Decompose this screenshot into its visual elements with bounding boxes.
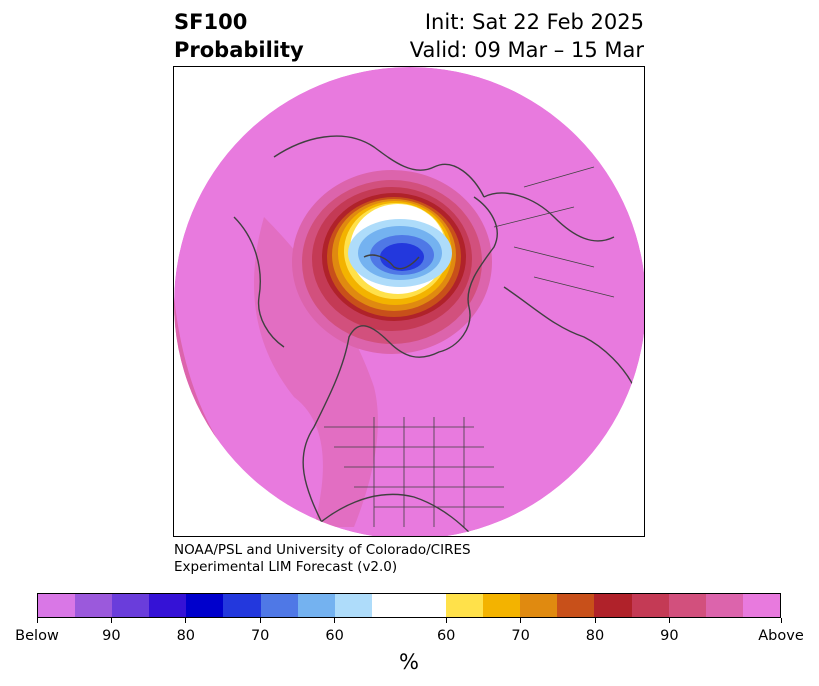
colorbar-segment <box>520 594 558 617</box>
probability-map <box>174 67 644 536</box>
map-panel <box>173 66 645 537</box>
colorbar-segment <box>446 594 484 617</box>
colorbar-tick <box>185 618 187 623</box>
colorbar-segment <box>149 594 187 617</box>
ring-13 <box>380 243 424 271</box>
valid-range: Valid: 09 Mar – 15 Mar <box>409 38 644 62</box>
colorbar-segment <box>297 594 335 617</box>
colorbar-segment <box>75 594 113 617</box>
colorbar-segment <box>186 594 224 617</box>
colorbar-segment <box>594 594 632 617</box>
colorbar-segment <box>705 594 743 617</box>
colorbar-segment <box>223 594 261 617</box>
colorbar-tick-label: Above <box>758 628 804 644</box>
colorbar-tick-label: 70 <box>511 628 530 644</box>
borders <box>324 166 615 527</box>
colorbar-segment <box>742 594 780 617</box>
credit-line-2: Experimental LIM Forecast (v2.0) <box>174 559 398 575</box>
colorbar-segment <box>557 594 595 617</box>
colorbar-tick-label: 70 <box>250 628 270 644</box>
colorbar-tick-label: 60 <box>436 628 456 644</box>
variable-name: SF100 <box>174 10 248 34</box>
colorbar-segment <box>631 594 669 617</box>
colorbar-tick-label: Below <box>15 628 59 644</box>
colorbar-tick <box>668 618 670 623</box>
variable-type: Probability <box>174 38 304 62</box>
colorbar-tick <box>445 618 447 623</box>
init-date: Init: Sat 22 Feb 2025 <box>424 10 644 34</box>
colorbar-segment <box>371 594 447 617</box>
title-right: Init: Sat 22 Feb 2025 Valid: 09 Mar – 15… <box>410 8 644 64</box>
colorbar-tick <box>259 618 261 623</box>
colorbar-segment <box>334 594 372 617</box>
colorbar-tick <box>334 618 336 623</box>
colorbar-tick <box>36 618 38 623</box>
colorbar-unit: % <box>399 650 419 674</box>
colorbar-tick <box>780 618 782 623</box>
colorbar-tick-label: 80 <box>585 628 605 644</box>
colorbar-tick-label: 80 <box>176 628 196 644</box>
colorbar-segment <box>38 594 76 617</box>
coastlines <box>233 135 635 536</box>
colorbar-segment <box>483 594 521 617</box>
globe-disk <box>174 67 644 536</box>
colorbar-tick-label: 60 <box>325 628 344 644</box>
colorbar-segment <box>260 594 298 617</box>
colorbar-tick <box>110 618 112 623</box>
title-left: SF100 Probability <box>174 8 304 64</box>
credit-line-1: NOAA/PSL and University of Colorado/CIRE… <box>174 542 471 558</box>
colorbar-tick <box>520 618 522 623</box>
colorbar-tick-label: 90 <box>660 628 679 644</box>
credit: NOAA/PSL and University of Colorado/CIRE… <box>174 542 471 576</box>
colorbar-segment <box>668 594 706 617</box>
colorbar-tick <box>594 618 596 623</box>
band-west-pink <box>254 217 378 527</box>
colorbar-tick-label: 90 <box>102 628 121 644</box>
colorbar <box>37 593 781 618</box>
colorbar-segment <box>112 594 150 617</box>
